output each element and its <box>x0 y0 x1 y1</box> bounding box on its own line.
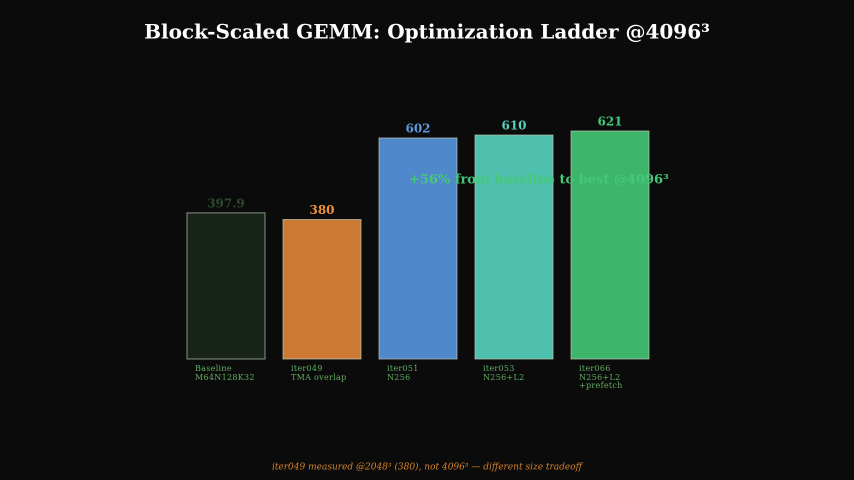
value-label: 397.9 <box>207 196 245 210</box>
annotation: +56% from baseline to best @4096³ <box>409 173 669 188</box>
bar <box>474 134 554 360</box>
bar <box>186 212 266 360</box>
x-tick-label: iter066 N256+L2 +prefetch <box>579 364 623 390</box>
value-label: 610 <box>501 119 526 133</box>
x-tick-label: iter053 N256+L2 <box>483 364 525 382</box>
value-label: 380 <box>309 203 334 217</box>
bar <box>282 218 362 360</box>
x-tick-label: iter049 TMA overlap <box>291 364 347 382</box>
x-tick-label: Baseline M64N128K32 <box>195 364 255 382</box>
value-label: 621 <box>597 115 622 129</box>
bar <box>570 130 650 360</box>
chart-title: Block-Scaled GEMM: Optimization Ladder @… <box>144 20 710 44</box>
bar <box>378 137 458 360</box>
x-tick-label: iter051 N256 <box>387 364 419 382</box>
value-label: 602 <box>405 121 430 135</box>
footnote: iter049 measured @2048³ (380), not 4096³… <box>272 462 584 473</box>
